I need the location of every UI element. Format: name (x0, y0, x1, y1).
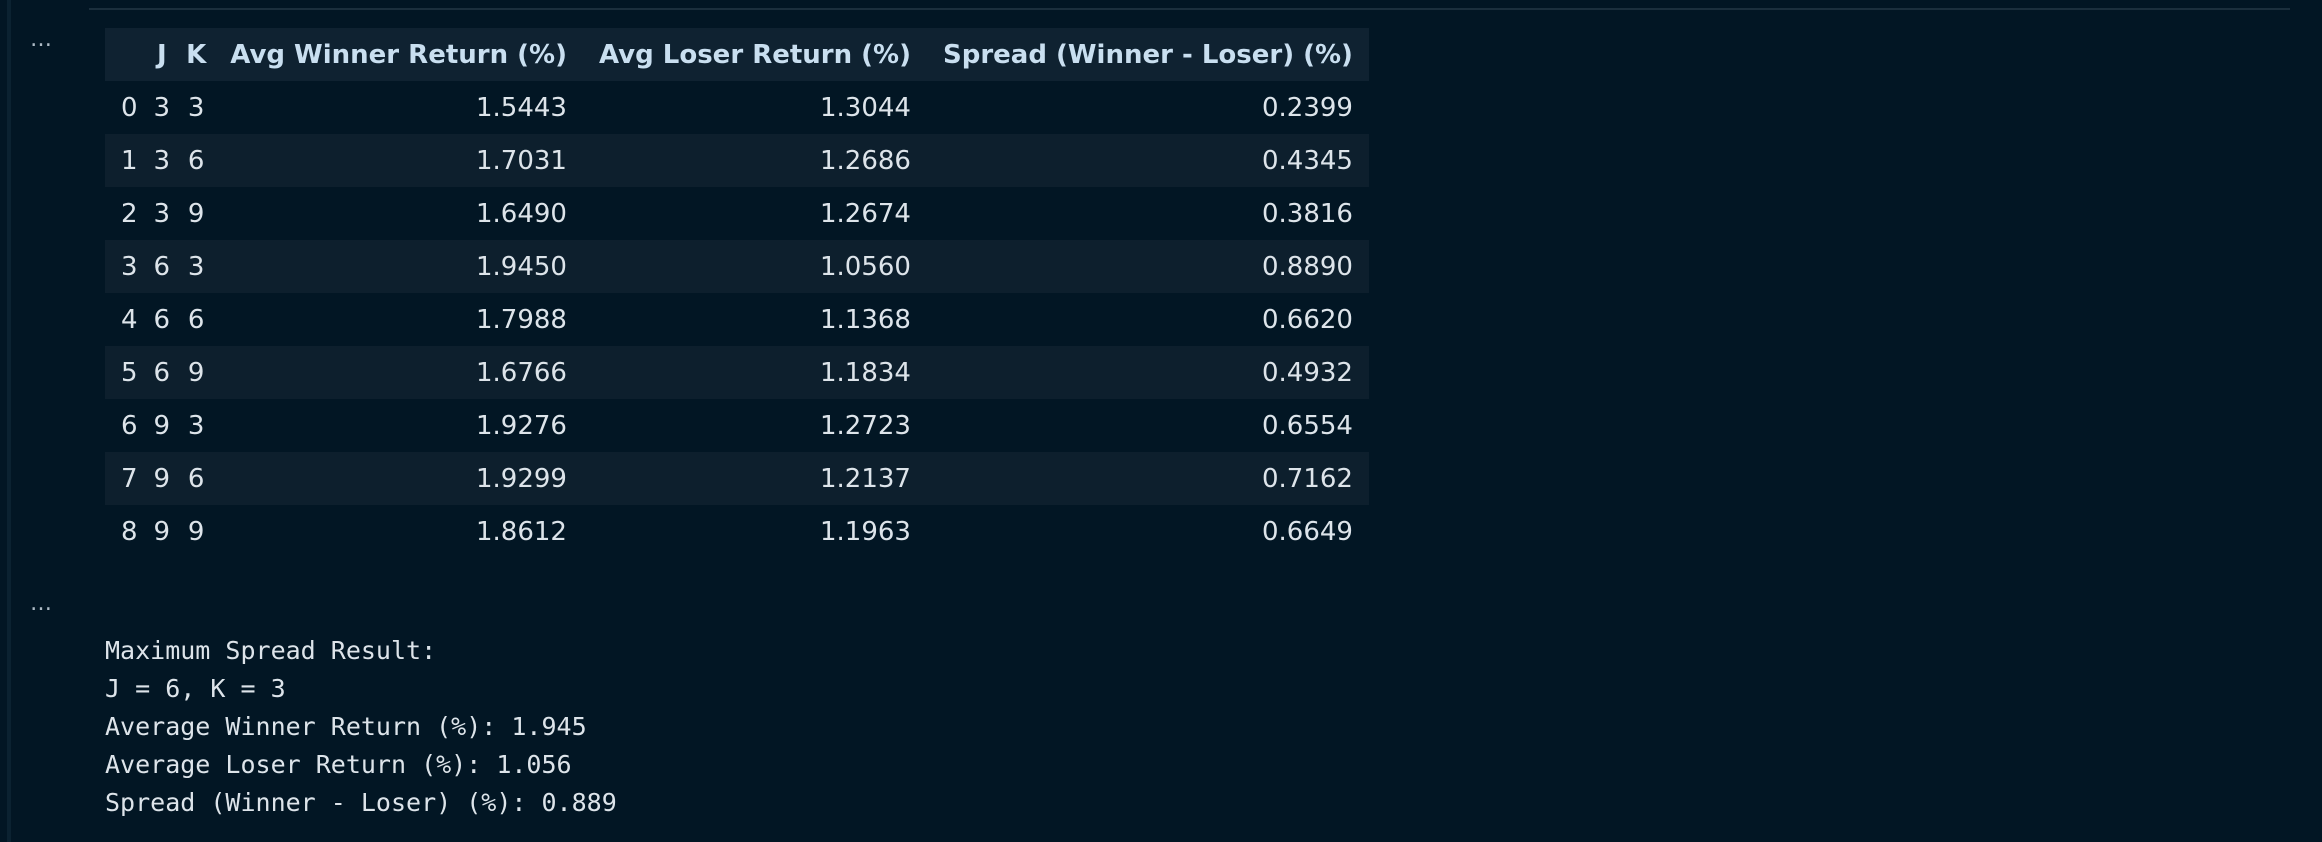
stdout-line: Average Winner Return (%): 1.945 (105, 712, 587, 741)
stdout-line: J = 6, K = 3 (105, 674, 286, 703)
table-row: 6 9 3 1.9276 1.2723 0.6554 (105, 399, 1369, 452)
cell-gutter-bar (7, 0, 11, 842)
table-row: 8 9 9 1.8612 1.1963 0.6649 (105, 505, 1369, 558)
cell-j: 6 (145, 240, 179, 293)
row-index: 1 (105, 134, 146, 187)
cell-avg-winner-return: 1.6490 (214, 187, 583, 240)
cell-avg-winner-return: 1.9299 (214, 452, 583, 505)
row-index: 6 (105, 399, 146, 452)
row-index: 7 (105, 452, 146, 505)
stdout-output: Maximum Spread Result: J = 6, K = 3 Averag… (105, 632, 617, 822)
table-row: 7 9 6 1.9299 1.2137 0.7162 (105, 452, 1369, 505)
row-index: 2 (105, 187, 146, 240)
table-row: 3 6 3 1.9450 1.0560 0.8890 (105, 240, 1369, 293)
cell-spread: 0.4932 (926, 346, 1369, 399)
cell-spread: 0.8890 (926, 240, 1369, 293)
cell-avg-winner-return: 1.7988 (214, 293, 583, 346)
cell-spread: 0.6554 (926, 399, 1369, 452)
cell-avg-loser-return: 1.2723 (582, 399, 927, 452)
cell-avg-loser-return: 1.3044 (582, 81, 927, 134)
cell-k: 9 (178, 346, 215, 399)
cell-k: 6 (178, 293, 215, 346)
cell-avg-winner-return: 1.9450 (214, 240, 583, 293)
output-more-icon[interactable]: … (30, 591, 53, 616)
cell-k: 3 (178, 399, 215, 452)
column-header-j: J (145, 28, 179, 81)
table-row: 1 3 6 1.7031 1.2686 0.4345 (105, 134, 1369, 187)
cell-avg-winner-return: 1.8612 (214, 505, 583, 558)
row-index: 0 (105, 81, 146, 134)
stdout-line: Spread (Winner - Loser) (%): 0.889 (105, 788, 617, 817)
row-index: 4 (105, 293, 146, 346)
column-header-k: K (178, 28, 215, 81)
cell-spread: 0.7162 (926, 452, 1369, 505)
cell-k: 6 (178, 452, 215, 505)
cell-avg-winner-return: 1.9276 (214, 399, 583, 452)
cell-j: 3 (145, 81, 179, 134)
cell-avg-loser-return: 1.0560 (582, 240, 927, 293)
output-divider (89, 8, 2290, 10)
stdout-line: Average Loser Return (%): 1.056 (105, 750, 572, 779)
cell-spread: 0.6649 (926, 505, 1369, 558)
cell-avg-loser-return: 1.1963 (582, 505, 927, 558)
column-header-avg-winner-return: Avg Winner Return (%) (214, 28, 583, 81)
cell-j: 9 (145, 399, 179, 452)
cell-avg-loser-return: 1.2686 (582, 134, 927, 187)
cell-avg-loser-return: 1.2137 (582, 452, 927, 505)
row-index: 8 (105, 505, 146, 558)
dataframe-table: J K Avg Winner Return (%) Avg Loser Retu… (105, 28, 1369, 558)
table-header-row: J K Avg Winner Return (%) Avg Loser Retu… (105, 28, 1369, 81)
table-row: 2 3 9 1.6490 1.2674 0.3816 (105, 187, 1369, 240)
column-header-index (105, 28, 146, 81)
cell-k: 3 (178, 240, 215, 293)
cell-j: 9 (145, 452, 179, 505)
cell-avg-winner-return: 1.6766 (214, 346, 583, 399)
output-more-icon[interactable]: … (30, 27, 53, 52)
cell-spread: 0.6620 (926, 293, 1369, 346)
cell-avg-loser-return: 1.1368 (582, 293, 927, 346)
cell-k: 9 (178, 505, 215, 558)
stdout-line: Maximum Spread Result: (105, 636, 437, 665)
cell-k: 6 (178, 134, 215, 187)
cell-avg-winner-return: 1.7031 (214, 134, 583, 187)
cell-j: 3 (145, 134, 179, 187)
cell-spread: 0.4345 (926, 134, 1369, 187)
table-row: 0 3 3 1.5443 1.3044 0.2399 (105, 81, 1369, 134)
cell-j: 6 (145, 346, 179, 399)
table-row: 4 6 6 1.7988 1.1368 0.6620 (105, 293, 1369, 346)
cell-avg-loser-return: 1.2674 (582, 187, 927, 240)
column-header-spread: Spread (Winner - Loser) (%) (926, 28, 1369, 81)
row-index: 5 (105, 346, 146, 399)
cell-avg-winner-return: 1.5443 (214, 81, 583, 134)
cell-j: 9 (145, 505, 179, 558)
cell-avg-loser-return: 1.1834 (582, 346, 927, 399)
column-header-avg-loser-return: Avg Loser Return (%) (582, 28, 927, 81)
table-row: 5 6 9 1.6766 1.1834 0.4932 (105, 346, 1369, 399)
cell-j: 6 (145, 293, 179, 346)
cell-j: 3 (145, 187, 179, 240)
cell-spread: 0.2399 (926, 81, 1369, 134)
row-index: 3 (105, 240, 146, 293)
cell-spread: 0.3816 (926, 187, 1369, 240)
cell-k: 3 (178, 81, 215, 134)
cell-k: 9 (178, 187, 215, 240)
